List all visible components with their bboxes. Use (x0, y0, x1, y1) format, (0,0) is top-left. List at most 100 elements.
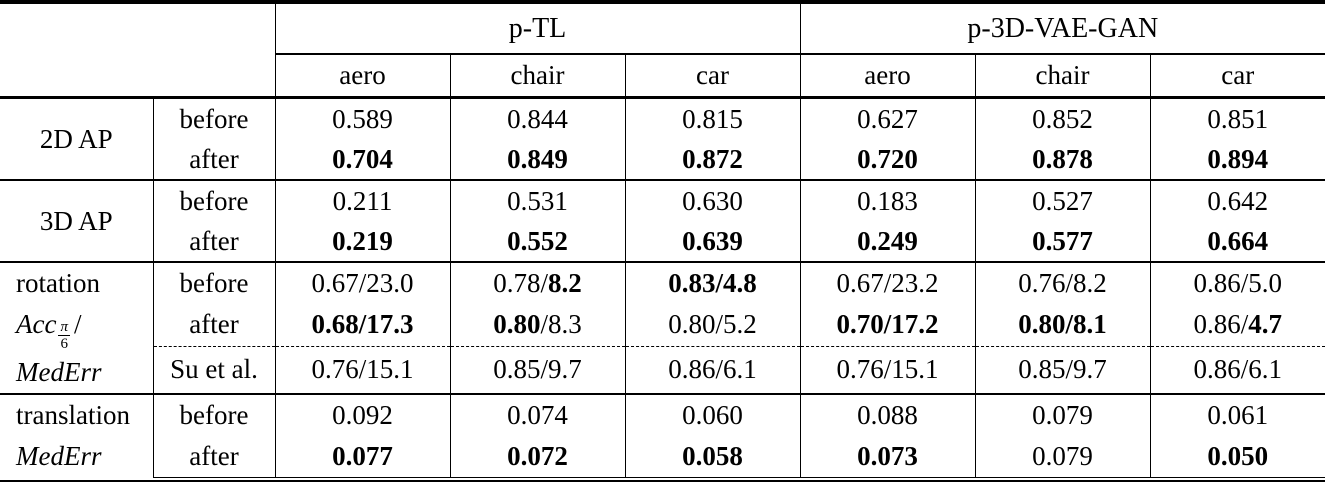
value-part: 0.852 (1032, 103, 1093, 134)
translation-label: translation (16, 400, 130, 430)
value-part: 0.76/8.2 (1018, 268, 1107, 299)
value-part: 0.86/ (1193, 309, 1249, 340)
value-part: 8.2 (548, 268, 582, 299)
sub-label-after: after (153, 304, 276, 347)
value-cell: 0.878 (974, 139, 1151, 180)
value-cell: 0.092 (274, 393, 450, 436)
value-cell: 0.851 (1149, 97, 1325, 139)
value-part: 0.079 (1032, 399, 1093, 430)
value-part: 0.589 (332, 103, 393, 134)
table-row: after 0.68/17.3 0.80/8.3 0.80/5.2 0.70/1… (0, 304, 1325, 347)
value-cell: 0.894 (1149, 139, 1325, 180)
value-part: 0.83/4.8 (668, 268, 757, 299)
value-part: 0.627 (857, 103, 918, 134)
value-cell: 0.073 (799, 435, 976, 478)
value-part: 0.061 (1207, 399, 1269, 430)
value-cell: 0.072 (449, 435, 625, 478)
corner-cell (0, 54, 275, 99)
value-cell: 0.642 (1149, 179, 1325, 221)
table-bottom-rule (0, 479, 1325, 482)
value-cell: 0.211 (274, 179, 450, 221)
value-cell: 0.079 (974, 435, 1151, 478)
value-part: 0.211 (332, 185, 393, 216)
value-cell: 0.050 (1149, 435, 1325, 478)
value-part: 0.531 (507, 185, 568, 216)
value-part: 0.76/15.1 (311, 354, 414, 385)
value-part: 0.851 (1207, 103, 1269, 134)
value-part: 0.86/6.1 (1193, 354, 1283, 385)
value-part: /8.3 (540, 309, 582, 340)
value-part: 0.577 (1032, 225, 1093, 256)
value-part: 0.219 (332, 225, 393, 256)
value-part: 0.664 (1207, 225, 1269, 256)
value-part: 0.76/15.1 (836, 354, 939, 385)
sub-label-su-et-al: Su et al. (153, 345, 276, 394)
value-part: 0.060 (682, 399, 743, 430)
value-cell: 0.67/23.2 (799, 260, 976, 305)
value-part: 0.872 (682, 143, 743, 174)
value-cell: 0.630 (624, 179, 801, 221)
value-cell: 0.183 (799, 179, 976, 221)
value-cell: 0.058 (624, 435, 801, 478)
value-part: 0.630 (682, 185, 743, 216)
value-cell: 0.664 (1149, 221, 1325, 262)
value-part: 0.552 (507, 225, 568, 256)
table-row: Su et al. 0.76/15.1 0.85/9.7 0.86/6.1 0.… (0, 345, 1325, 394)
value-part: 0.088 (857, 399, 918, 430)
value-part: 0.077 (332, 440, 393, 471)
value-cell: 0.577 (974, 221, 1151, 262)
value-part: 0.073 (857, 440, 918, 471)
value-part: 0.85/9.7 (493, 354, 582, 385)
value-part: 0.249 (857, 225, 918, 256)
value-part: 0.80/8.1 (1018, 309, 1107, 340)
value-cell: 0.627 (799, 97, 976, 139)
value-part: 0.704 (332, 143, 393, 174)
value-cell: 0.852 (974, 97, 1151, 139)
table-row: after 0.219 0.552 0.639 0.249 0.577 0.66… (0, 221, 1325, 262)
value-part: 0.815 (682, 103, 743, 134)
table-row-group-header: p-TL p-3D-VAE-GAN (0, 0, 1325, 55)
value-cell: 0.219 (274, 221, 450, 262)
corner-cell (0, 0, 275, 54)
group-header-p-3d-vae-gan: p-3D-VAE-GAN (799, 0, 1325, 55)
value-part: 0.058 (682, 440, 743, 471)
sub-label-before: before (153, 260, 276, 305)
row-label-rotation: rotation Acc π 6/ MedErr (0, 261, 154, 394)
col-header-car: car (624, 54, 801, 99)
value-part: 0.639 (682, 225, 743, 256)
value-cell: 0.85/9.7 (974, 345, 1151, 394)
value-part: 0.720 (857, 143, 918, 174)
value-part: 0.072 (507, 440, 568, 471)
col-header-chair: chair (449, 54, 625, 99)
value-cell: 0.531 (449, 179, 625, 221)
value-cell: 0.76/15.1 (799, 345, 976, 394)
rotation-label: rotation (16, 268, 100, 298)
value-cell: 0.83/4.8 (624, 260, 801, 305)
value-cell: 0.78/8.2 (449, 260, 625, 305)
value-part: 0.642 (1207, 185, 1269, 216)
mederr-label: MedErr (16, 357, 102, 387)
value-cell: 0.720 (799, 139, 976, 180)
table-row: translation MedErr before 0.092 0.074 0.… (0, 393, 1325, 477)
col-header-chair: chair (974, 54, 1151, 99)
table-row: rotation Acc π 6/ MedErr before 0.67/23.0 … (0, 260, 1325, 394)
value-cell: 0.079 (974, 393, 1151, 436)
value-part: 0.85/9.7 (1018, 354, 1107, 385)
value-cell: 0.68/17.3 (274, 304, 450, 347)
value-cell: 0.088 (799, 393, 976, 436)
sub-label-after: after (153, 435, 276, 478)
acc-math-text: Acc (16, 309, 57, 339)
value-part: 0.074 (507, 399, 568, 430)
value-cell: 0.061 (1149, 393, 1325, 436)
value-part: 0.68/17.3 (311, 309, 414, 340)
value-cell: 0.86/6.1 (1149, 345, 1325, 394)
value-cell: 0.80/8.3 (449, 304, 625, 347)
sub-label-after: after (153, 139, 276, 180)
value-cell: 0.86/5.0 (1149, 260, 1325, 305)
value-cell: 0.70/17.2 (799, 304, 976, 347)
value-cell: 0.060 (624, 393, 801, 436)
sub-label-before: before (153, 179, 276, 221)
